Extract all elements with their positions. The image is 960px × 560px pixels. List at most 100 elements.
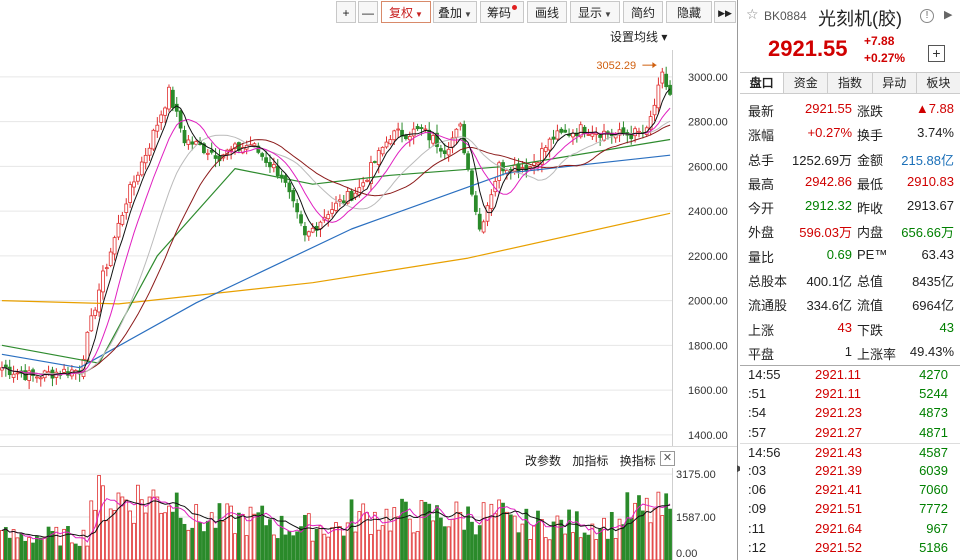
trade-price: 2921.27	[815, 424, 862, 440]
candle-body	[361, 182, 366, 187]
chips-button[interactable]: 筹码	[480, 1, 524, 23]
quote-value: 49.43%	[909, 343, 954, 359]
expand-more-button[interactable]: ▶▶	[714, 1, 736, 23]
quote-label: 最高	[748, 176, 775, 192]
adjust-dropdown[interactable]: 复权 ▼	[381, 1, 431, 23]
volume-bar	[244, 535, 249, 560]
draw-line-button[interactable]: 画线	[527, 1, 567, 23]
candle-body	[539, 148, 544, 165]
star-icon[interactable]: ☆	[746, 6, 759, 22]
volume-bar	[524, 508, 529, 560]
volume-chart[interactable]: 3175.00 1587.00 0.00	[0, 468, 737, 560]
display-dropdown[interactable]: 显示 ▼	[570, 1, 620, 23]
trade-price: 2921.43	[815, 444, 862, 460]
tab-1[interactable]: 资金	[784, 73, 829, 93]
candle-body	[252, 143, 257, 147]
ma-settings-button[interactable]: 设置均线 ▾	[610, 30, 668, 44]
volume-bar	[380, 525, 385, 560]
candle-body	[407, 136, 412, 141]
candle-body	[306, 231, 311, 237]
y-tick-label: 1400.00	[688, 430, 728, 442]
hide-button[interactable]: 隐藏	[666, 1, 712, 23]
candle-body	[345, 191, 350, 204]
candle-body	[633, 128, 637, 137]
candle-body	[520, 167, 525, 170]
candle-body	[470, 170, 474, 195]
vol-tick-label: 0.00	[676, 548, 697, 560]
candle-body	[303, 226, 307, 236]
volume-bar	[369, 533, 373, 560]
trade-volume: 7060	[919, 482, 948, 498]
volume-bar	[372, 511, 377, 560]
candle-body	[190, 141, 195, 145]
volume-bar	[594, 539, 599, 560]
volume-bar	[656, 491, 661, 560]
zoom-in-button[interactable]: +	[336, 1, 356, 23]
candle-body	[35, 376, 39, 379]
candle-body	[124, 203, 129, 213]
trade-row: :03 2921.39 6039	[740, 462, 960, 481]
volume-bar	[609, 511, 614, 560]
volume-bar	[174, 492, 179, 560]
tab-2[interactable]: 指数	[828, 73, 873, 93]
minus-icon: —	[362, 6, 374, 20]
tab-3[interactable]: 异动	[872, 73, 917, 93]
volume-bar	[446, 526, 451, 560]
trade-row: 14:56 2921.43 4587	[740, 442, 960, 462]
volume-bar	[139, 499, 144, 560]
volume-bar	[112, 510, 117, 560]
volume-bar	[431, 520, 435, 560]
trade-price: 2921.52	[815, 539, 862, 555]
quote-row: 量比 0.69 PE™ 63.43	[740, 244, 960, 268]
candle-body	[112, 237, 117, 255]
quote-value: 215.88亿	[901, 152, 954, 168]
trade-row: 14:55 2921.11 4270	[740, 366, 960, 385]
quote-label: 金额	[857, 152, 884, 168]
trade-price: 2921.39	[815, 462, 862, 478]
volume-bar	[221, 520, 226, 560]
overlay-dropdown[interactable]: 叠加 ▼	[433, 1, 477, 23]
candle-body	[89, 315, 94, 332]
change-params-button[interactable]: 改参数	[525, 454, 562, 468]
volume-bar	[345, 522, 350, 560]
volume-bar	[170, 511, 175, 560]
volume-bar	[143, 512, 148, 560]
volume-bar	[136, 484, 140, 560]
volume-bar	[505, 511, 509, 560]
next-arrow-icon[interactable]: ▶	[944, 9, 953, 21]
switch-indicator-button[interactable]: 换指标	[619, 454, 656, 468]
candle-body	[652, 104, 657, 116]
candle-body	[240, 147, 245, 154]
trade-volume: 4270	[919, 367, 948, 382]
tab-0[interactable]: 盘口	[740, 73, 785, 93]
volume-bar	[120, 496, 125, 560]
zoom-out-button[interactable]: —	[358, 1, 378, 23]
ma5-line	[1, 88, 671, 377]
candle-body	[132, 181, 136, 188]
trade-time: :51	[748, 386, 767, 402]
caret-down-icon: ▼	[604, 10, 612, 19]
chart-toolbar: + — 复权 ▼ 叠加 ▼ 筹码 画线 显示 ▼ 简约 隐藏 ▶▶	[0, 0, 737, 24]
quote-label: 涨跌	[857, 104, 884, 119]
trade-time: :03	[748, 462, 767, 478]
volume-bar	[520, 523, 525, 560]
candle-body	[299, 214, 303, 224]
add-indicator-button[interactable]: 加指标	[572, 454, 609, 468]
trade-price: 2921.41	[815, 482, 862, 498]
brief-button[interactable]: 简约	[623, 1, 663, 23]
candlestick-chart[interactable]: 3000.00 2800.00 2600.00 2400.00 2200.00 2000.…	[0, 50, 737, 446]
volume-bar	[462, 529, 467, 560]
ma30-line	[1, 124, 671, 375]
high-marker-arrowhead	[652, 62, 657, 69]
quote-value: 0.69	[826, 246, 852, 262]
volume-bar	[481, 502, 486, 560]
volume-bar	[275, 538, 280, 560]
info-icon[interactable]: !	[920, 9, 934, 23]
tab-4[interactable]: 板块	[916, 73, 960, 93]
add-watchlist-button[interactable]: +	[928, 45, 945, 62]
volume-bar	[46, 526, 51, 560]
candle-body	[318, 221, 323, 229]
candle-body	[477, 213, 482, 230]
close-indicator-button[interactable]: ✕	[660, 451, 675, 466]
volume-bars-group	[0, 475, 672, 560]
